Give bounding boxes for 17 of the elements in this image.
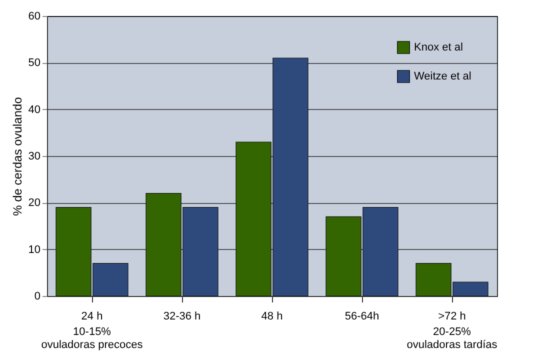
y-tick-label: 60 bbox=[28, 10, 40, 22]
y-tick-label: 0 bbox=[34, 290, 40, 302]
x-tick-label: 56-64h bbox=[344, 310, 380, 322]
x-tick-label: 48 h bbox=[261, 310, 283, 322]
x-tick-label: >72 h bbox=[438, 310, 466, 322]
y-tick-label: 40 bbox=[28, 104, 40, 116]
x-tick-label: 24 h bbox=[81, 310, 103, 322]
y-tick-label: 10 bbox=[28, 244, 40, 256]
text: 20-25% ovuladoras tardías bbox=[406, 326, 498, 351]
y-axis-title: % de cerdas ovulando bbox=[10, 96, 24, 216]
y-tick-label: 20 bbox=[28, 197, 40, 210]
legend-label: Knox et al bbox=[414, 42, 463, 54]
x-tick-label: 32-36 h bbox=[163, 310, 201, 322]
legend-label: Weitze et al bbox=[414, 70, 472, 82]
y-tick-label: 30 bbox=[28, 150, 40, 162]
text: 10-15% ovuladoras precoces bbox=[41, 326, 144, 351]
y-tick-label: 50 bbox=[28, 57, 40, 70]
